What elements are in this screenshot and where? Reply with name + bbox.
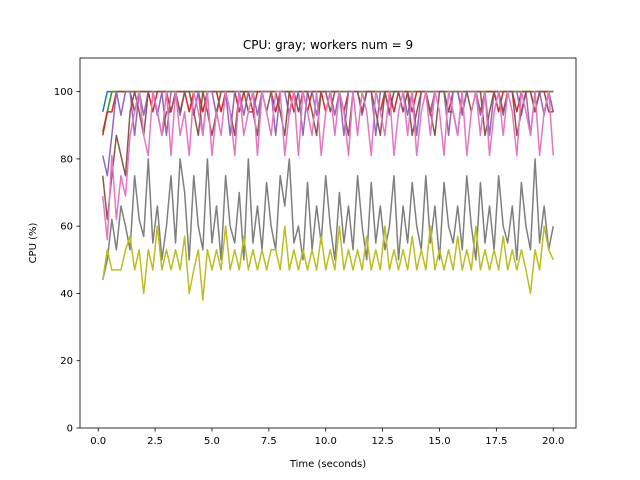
- x-tick-label: 10.0: [315, 436, 337, 447]
- y-tick-label: 80: [60, 154, 73, 165]
- y-tick-label: 60: [60, 222, 73, 233]
- x-tick-label: 7.5: [261, 436, 277, 447]
- series-line-9: [102, 225, 554, 301]
- y-tick-label: 100: [54, 87, 73, 98]
- x-axis-label: Time (seconds): [289, 459, 366, 470]
- y-tick-label: 0: [67, 424, 73, 435]
- x-axis-ticks: 0.0 2.5 5.0 7.5 10.0 12.5 15.0 17.5 20.0: [90, 428, 564, 447]
- x-tick-label: 20.0: [542, 436, 564, 447]
- series-line-8: [102, 158, 554, 281]
- x-tick-label: 12.5: [371, 436, 393, 447]
- x-tick-label: 2.5: [147, 436, 163, 447]
- y-axis-label: CPU (%): [28, 223, 39, 264]
- x-tick-label: 17.5: [485, 436, 507, 447]
- x-tick-label: 0.0: [90, 436, 106, 447]
- y-tick-label: 20: [60, 356, 73, 367]
- x-tick-label: 15.0: [428, 436, 450, 447]
- x-tick-label: 5.0: [204, 436, 220, 447]
- series-layer: [102, 90, 554, 301]
- y-tick-label: 40: [60, 289, 73, 300]
- plot-frame: [79, 57, 577, 429]
- chart-title: CPU: gray; workers num = 9: [243, 38, 413, 52]
- series-line-7: [102, 90, 554, 241]
- y-axis-ticks: 0 20 40 60 80 100: [54, 87, 80, 435]
